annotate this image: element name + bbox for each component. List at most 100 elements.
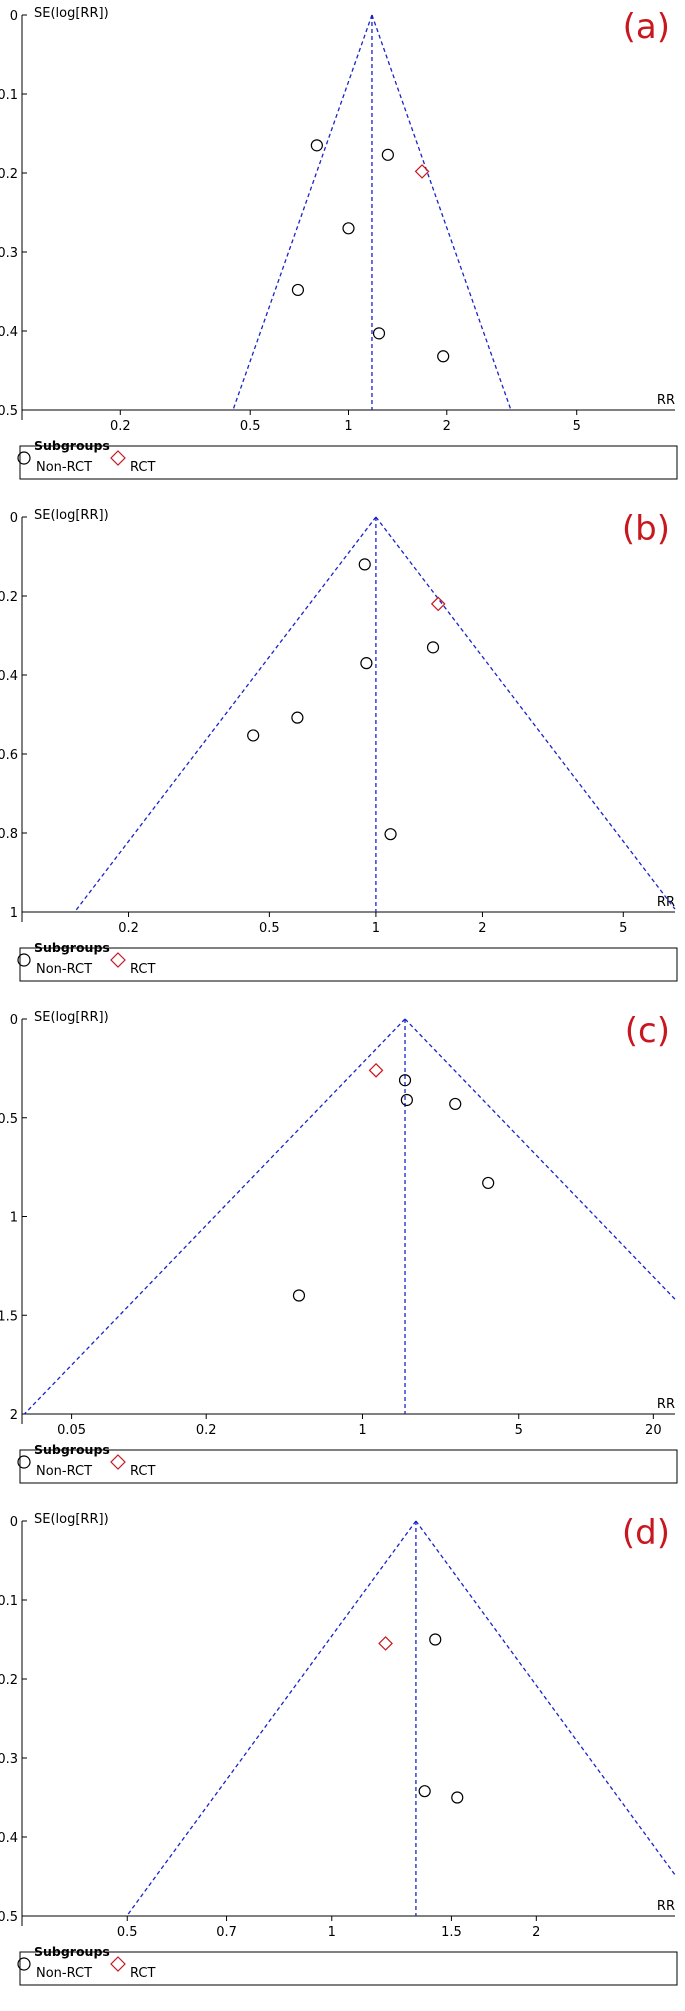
study-point-non-rct bbox=[372, 327, 386, 340]
legend-item-rct: RCT bbox=[130, 1464, 155, 1479]
y-tick-label: 0.1 bbox=[0, 88, 18, 103]
x-tick-label: 0.05 bbox=[57, 1423, 86, 1438]
study-point-non-rct bbox=[360, 657, 373, 670]
study-point-rct bbox=[430, 596, 446, 612]
y-tick-label: 1 bbox=[10, 1211, 18, 1226]
legend-rct-diamond-icon bbox=[110, 1454, 126, 1470]
funnel-left-line bbox=[23, 1018, 406, 1415]
funnel-panel: 0 0.1 0.2 0.3 0.4 0.5 0.5 0.7 1 1.5 2 SE(log[RR]) RR… bbox=[0, 1512, 678, 1986]
legend-title: Subgroups bbox=[34, 1442, 110, 1457]
y-tick-label: 0.1 bbox=[0, 1594, 18, 1609]
x-tick-label: 0.2 bbox=[196, 1423, 217, 1438]
legend-non-rct-circle-icon bbox=[17, 953, 31, 967]
panel-label: (c) bbox=[625, 1011, 670, 1051]
y-tick-label: 0.4 bbox=[0, 669, 18, 684]
legend-title: Subgroups bbox=[34, 438, 110, 453]
y-tick-label: 0.5 bbox=[0, 1910, 18, 1925]
legend-item-non-rct: Non-RCT bbox=[36, 1464, 92, 1479]
legend-non-rct-circle-icon bbox=[17, 1957, 31, 1971]
panel-label: (d) bbox=[622, 1513, 670, 1553]
study-point-rct bbox=[378, 1636, 393, 1651]
legend-non-rct-circle-icon bbox=[17, 451, 31, 465]
legend-item-non-rct: Non-RCT bbox=[36, 962, 92, 977]
y-tick-label: 0 bbox=[10, 511, 18, 526]
x-axis-label: RR bbox=[657, 393, 675, 408]
study-point-non-rct bbox=[291, 283, 305, 297]
y-axis-label: SE(log[RR]) bbox=[34, 508, 109, 523]
x-tick-label: 5 bbox=[573, 419, 581, 434]
y-tick-label: 0.5 bbox=[0, 404, 18, 419]
funnel-panel: 0 0.2 0.4 0.6 0.8 1 0.2 0.5 1 2 5 SE(log[RR]) RR (b) S… bbox=[0, 508, 678, 982]
funnel-left-line bbox=[232, 14, 373, 411]
study-point-non-rct bbox=[381, 148, 394, 161]
y-tick-label: 0.5 bbox=[0, 1112, 18, 1127]
x-tick-label: 1 bbox=[344, 419, 352, 434]
y-tick-label: 0.2 bbox=[0, 1673, 18, 1688]
study-point-non-rct bbox=[291, 711, 304, 724]
legend-non-rct-circle-icon bbox=[17, 1455, 31, 1469]
study-point-non-rct bbox=[400, 1093, 413, 1107]
y-tick-label: 0.2 bbox=[0, 590, 18, 605]
study-point-non-rct bbox=[247, 729, 260, 742]
x-tick-label: 0.2 bbox=[118, 921, 139, 936]
y-tick-label: 0.6 bbox=[0, 748, 18, 763]
y-tick-label: 0 bbox=[10, 9, 18, 24]
y-tick-label: 0.4 bbox=[0, 325, 18, 340]
study-point-rct bbox=[368, 1063, 384, 1078]
x-tick-label: 5 bbox=[515, 1423, 523, 1438]
funnel-left-line bbox=[74, 516, 377, 913]
x-tick-label: 2 bbox=[443, 419, 451, 434]
funnel-right-line bbox=[404, 1018, 676, 1300]
y-tick-label: 0.2 bbox=[0, 167, 18, 182]
y-tick-label: 0.3 bbox=[0, 1752, 18, 1767]
legend-rct-diamond-icon bbox=[110, 952, 126, 968]
x-axis-label: RR bbox=[657, 895, 675, 910]
funnel-left-line bbox=[126, 1520, 417, 1917]
funnel-right-line bbox=[415, 1520, 676, 1876]
x-tick-label: 1 bbox=[328, 1925, 336, 1940]
study-point-non-rct bbox=[358, 558, 371, 571]
x-tick-label: 0.5 bbox=[259, 921, 280, 936]
study-point-non-rct bbox=[398, 1074, 412, 1087]
legend-title: Subgroups bbox=[34, 1944, 110, 1959]
funnel-panel: 0 0.5 1 1.5 2 0.05 0.2 1 5 20 SE(log[RR]) RR (c) Subg… bbox=[0, 1010, 678, 1484]
study-point-non-rct bbox=[342, 222, 355, 235]
y-tick-label: 1 bbox=[10, 906, 18, 921]
y-tick-label: 1.5 bbox=[0, 1309, 18, 1324]
panel-label: (a) bbox=[623, 7, 670, 47]
y-tick-label: 0.4 bbox=[0, 1831, 18, 1846]
study-point-non-rct bbox=[384, 828, 397, 841]
y-tick-label: 2 bbox=[10, 1408, 18, 1423]
funnel-panel: 0 0.1 0.2 0.3 0.4 0.5 0.2 0.5 1 2 5 SE(log[RR]) RR (a… bbox=[0, 6, 678, 480]
study-point-rct bbox=[414, 164, 430, 179]
study-point-non-rct bbox=[418, 1785, 431, 1798]
x-tick-label: 1 bbox=[358, 1423, 366, 1438]
x-axis-label: RR bbox=[657, 1397, 675, 1412]
study-point-non-rct bbox=[449, 1097, 462, 1111]
legend-item-non-rct: Non-RCT bbox=[36, 1966, 92, 1981]
x-tick-label: 1 bbox=[372, 921, 380, 936]
study-point-non-rct bbox=[437, 350, 450, 363]
study-point-non-rct bbox=[426, 641, 440, 654]
x-tick-label: 1.5 bbox=[441, 1925, 462, 1940]
y-tick-label: 0.8 bbox=[0, 827, 18, 842]
y-tick-label: 0 bbox=[10, 1013, 18, 1028]
study-point-non-rct bbox=[482, 1176, 495, 1190]
legend-item-non-rct: Non-RCT bbox=[36, 460, 92, 475]
x-tick-label: 0.5 bbox=[117, 1925, 138, 1940]
legend-rct-diamond-icon bbox=[110, 450, 126, 466]
x-tick-label: 2 bbox=[478, 921, 486, 936]
y-tick-label: 0 bbox=[10, 1515, 18, 1530]
study-point-non-rct bbox=[292, 1289, 306, 1302]
y-tick-label: 0.3 bbox=[0, 246, 18, 261]
x-tick-label: 0.2 bbox=[110, 419, 131, 434]
legend-item-rct: RCT bbox=[130, 1966, 155, 1981]
panel-label: (b) bbox=[622, 509, 670, 549]
legend-rct-diamond-icon bbox=[110, 1956, 126, 1972]
x-tick-label: 2 bbox=[532, 1925, 540, 1940]
x-axis-label: RR bbox=[657, 1899, 675, 1914]
study-point-non-rct bbox=[429, 1633, 442, 1646]
x-tick-label: 0.5 bbox=[240, 419, 261, 434]
study-point-non-rct bbox=[451, 1791, 464, 1804]
